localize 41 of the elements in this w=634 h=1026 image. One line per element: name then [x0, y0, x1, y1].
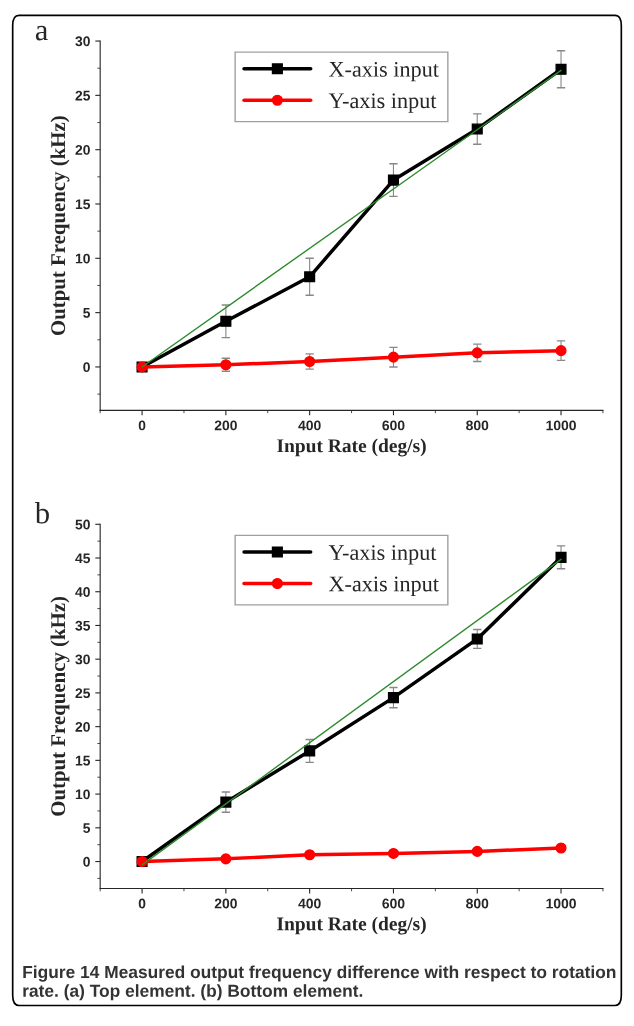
legend-label: Y-axis input — [328, 93, 437, 113]
legend-label: Y-axis input — [328, 545, 437, 565]
x-tick-label: 0 — [138, 420, 146, 431]
y-tick-label: 30 — [75, 36, 90, 47]
y-axis-title: Output Frequency (kHz) — [50, 116, 70, 336]
y-axis-title: Output Frequency (kHz) — [50, 596, 70, 816]
y-tick-label: 45 — [75, 553, 91, 564]
y-tick-label: 5 — [83, 308, 91, 318]
x-tick-label: 400 — [298, 898, 321, 909]
y-tick-label: 15 — [75, 755, 91, 766]
legend-label: X-axis input — [328, 576, 439, 596]
y-tick-label: 0 — [83, 856, 90, 867]
x-tick-label: 600 — [382, 420, 405, 431]
x-tick-label: 0 — [138, 898, 146, 909]
x-tick-label: 600 — [382, 898, 405, 909]
x-tick-label: 200 — [214, 420, 237, 431]
chart-title: b — [34, 502, 49, 524]
legend-label: X-axis input — [328, 61, 439, 82]
x-axis-title: Input Rate (deg/s) — [277, 916, 426, 935]
y-tick-label: 30 — [75, 654, 90, 665]
y-tick-label: 50 — [75, 519, 90, 530]
y-tick-label: 10 — [75, 253, 90, 264]
x-tick-label: 800 — [466, 898, 489, 909]
y-tick-label: 35 — [75, 620, 91, 631]
y-tick-label: 25 — [75, 90, 91, 101]
x-tick-label: 200 — [214, 898, 237, 909]
x-axis-title: Input Rate (deg/s) — [277, 438, 426, 457]
x-tick-label: 400 — [298, 420, 321, 431]
y-tick-label: 15 — [75, 199, 91, 210]
y-tick-label: 20 — [75, 145, 90, 155]
y-tick-label: 40 — [75, 587, 90, 597]
y-tick-label: 20 — [75, 721, 90, 732]
x-tick-label: 1000 — [546, 420, 576, 431]
x-tick-label: 1000 — [546, 898, 576, 909]
y-tick-label: 5 — [83, 823, 91, 833]
y-tick-label: 0 — [83, 362, 90, 373]
y-tick-label: 25 — [75, 688, 91, 699]
x-tick-label: 800 — [466, 420, 489, 431]
y-tick-label: 10 — [75, 789, 90, 800]
caption: Figure 14 Measured output frequency difference with respect to rotation rate. (a) Top element. (b) Bottom element. — [23, 965, 616, 1001]
chart-title: a — [35, 25, 48, 41]
